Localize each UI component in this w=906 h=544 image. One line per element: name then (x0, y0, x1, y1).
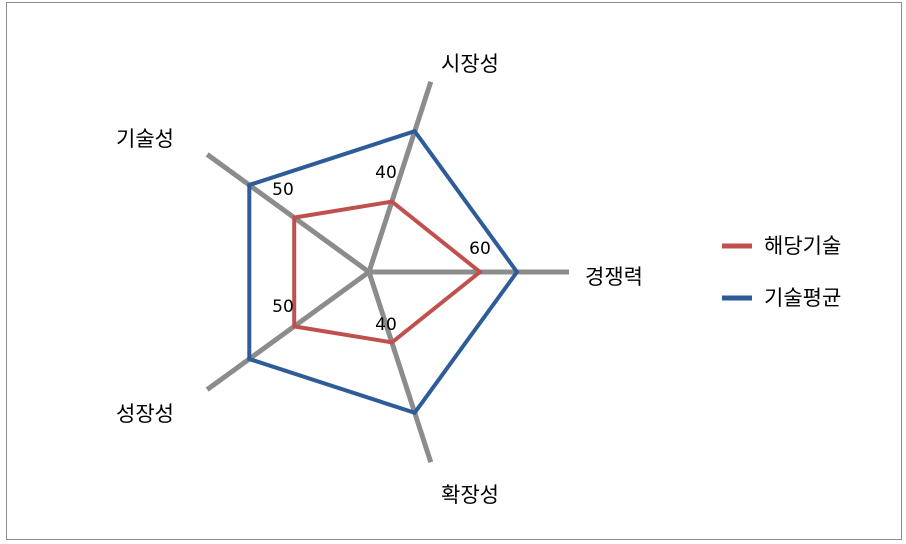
series-layer (247, 128, 520, 416)
data-label-competitiveness: 60 (469, 239, 491, 259)
axis-line-3 (205, 269, 371, 392)
series-line-2 (247, 128, 520, 416)
data-label-growth: 50 (272, 297, 294, 317)
axis-line-5 (366, 81, 434, 273)
data-label-technology: 50 (272, 180, 294, 200)
data-labels-layer: 60 40 50 50 40 (272, 163, 491, 335)
legend-label-series-1: 해당기술 (764, 234, 841, 258)
legend: 해당기술 기술평균 (722, 234, 841, 310)
axes-layer (205, 81, 569, 463)
axis-label-competitiveness: 경쟁력 (585, 265, 643, 289)
axis-label-market: 시장성 (441, 52, 499, 76)
data-label-scalability: 40 (375, 315, 397, 335)
axis-line-2 (366, 271, 434, 463)
axis-label-technology: 기술성 (116, 127, 174, 151)
axis-line-4 (205, 152, 371, 275)
series-line-1 (292, 199, 484, 345)
legend-label-series-2: 기술평균 (764, 286, 841, 310)
data-label-market: 40 (375, 163, 397, 183)
axis-label-growth: 성장성 (116, 402, 174, 426)
axis-label-scalability: 확장성 (441, 483, 499, 507)
axis-labels-layer: 경쟁력 확장성 성장성 기술성 시장성 (116, 52, 643, 507)
